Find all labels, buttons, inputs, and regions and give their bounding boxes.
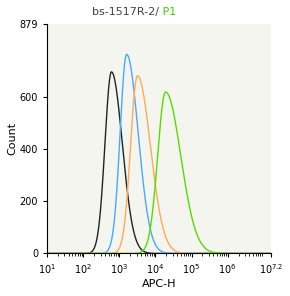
Text: bs-1517R-2/: bs-1517R-2/ [92, 7, 159, 17]
Y-axis label: Count: Count [7, 122, 17, 155]
X-axis label: APC-H: APC-H [142, 279, 176, 289]
Text: P1: P1 [159, 7, 176, 17]
